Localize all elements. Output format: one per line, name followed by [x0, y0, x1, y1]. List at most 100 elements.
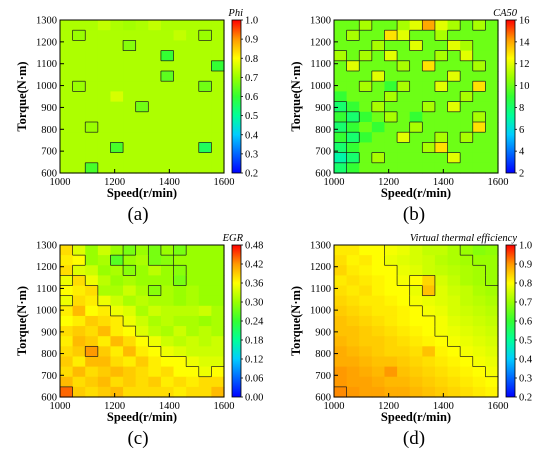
heatmap-cell — [485, 275, 499, 287]
heatmap-cell — [460, 326, 474, 337]
heatmap-cell — [173, 81, 187, 92]
heatmap-cell — [384, 111, 398, 123]
colorbar-tick-label: 1.0 — [245, 16, 258, 27]
heatmap-cell — [409, 30, 423, 41]
plot-frame — [59, 19, 225, 174]
heatmap-cell — [173, 50, 187, 62]
heatmap-cell — [186, 245, 200, 256]
heatmap-cell — [384, 376, 398, 388]
y-tick-label: 900 — [315, 103, 331, 114]
heatmap-cell — [211, 346, 225, 358]
heatmap-cell — [422, 336, 436, 347]
heatmap-cell — [384, 315, 398, 327]
heatmap-cell — [485, 111, 499, 123]
heatmap-cell — [148, 315, 162, 327]
x-tick-label: 1000 — [50, 177, 71, 188]
heatmap-cell — [384, 122, 398, 133]
heatmap-cell — [346, 265, 360, 276]
heatmap-cell — [397, 20, 411, 31]
heatmap-cell — [397, 386, 411, 398]
heatmap-cell — [346, 81, 360, 92]
heatmap-cell — [485, 50, 499, 62]
heatmap-cell — [148, 305, 162, 317]
heatmap-cell — [173, 132, 187, 143]
heatmap-cell — [397, 356, 411, 368]
x-tick-label: 1400 — [159, 401, 180, 412]
heatmap-cell — [359, 111, 373, 123]
heatmap-cell — [135, 315, 149, 327]
heatmap-cell — [198, 91, 212, 103]
y-tick-label: 1100 — [36, 59, 57, 70]
heatmap-cell — [186, 326, 200, 337]
heatmap-cell — [97, 346, 112, 358]
y-tick-label: 600 — [315, 393, 331, 404]
heatmap-cell — [409, 20, 423, 31]
heatmap-cell — [359, 336, 373, 347]
heatmap-cell — [359, 91, 373, 103]
heatmap-cell — [346, 20, 360, 31]
colorbar-title: EGR — [222, 233, 244, 244]
heatmap-cell — [422, 50, 436, 62]
colorbar-title: Virtual thermal efficiency — [410, 233, 517, 244]
heatmap-cell — [148, 285, 162, 297]
heatmap-cell — [434, 346, 449, 358]
heatmap-cell — [110, 30, 124, 41]
heatmap-cell — [384, 20, 398, 31]
chart-panel-0: 1000 1200 1400 1600 600 700 800 900 1000 1100 1200… — [15, 8, 259, 200]
panel-d-caption: (d) — [402, 428, 426, 449]
heatmap-cell — [135, 40, 149, 52]
contour-lines — [334, 245, 498, 397]
heatmap-cell — [409, 326, 423, 337]
heatmap-cell — [186, 275, 200, 287]
heatmap-cell — [384, 386, 398, 398]
heatmap-cell — [346, 315, 360, 327]
heatmap-cell — [186, 346, 200, 358]
heatmap-cell — [97, 376, 112, 388]
heatmap-cell — [85, 295, 99, 307]
heatmap-cell — [148, 255, 162, 266]
heatmap-cell — [359, 40, 373, 52]
y-tick-label: 700 — [315, 371, 331, 382]
heatmap-cell — [422, 326, 436, 337]
heatmap-cell — [422, 60, 436, 72]
chart-panel-2: 1000 1200 1400 1600 600 700 800 900 1000 1100 1200… — [15, 233, 264, 424]
heatmap-cell — [384, 162, 398, 174]
heatmap-cell — [447, 245, 461, 256]
heatmap-cell — [211, 152, 225, 164]
heatmap-cell — [409, 285, 423, 297]
x-tick-label: 1000 — [324, 401, 345, 412]
heatmap-cell — [60, 315, 74, 327]
x-tick-label: 1400 — [433, 177, 454, 188]
heatmap-cell — [485, 356, 499, 368]
heatmap-cell — [135, 142, 149, 154]
heatmap-cell — [60, 386, 74, 398]
heatmap-cell — [60, 285, 74, 297]
heatmap-cell — [123, 255, 137, 266]
heatmap-cell — [334, 50, 348, 62]
heatmap-cell — [186, 285, 200, 297]
heatmap-cell — [211, 305, 225, 317]
heatmap-cell — [460, 60, 474, 72]
heatmap-cell — [135, 265, 149, 276]
heatmap-cell — [85, 142, 99, 154]
heatmap-cell — [371, 356, 386, 368]
heatmap-cell — [472, 20, 486, 31]
x-axis-label: Speed(r/min) — [107, 186, 177, 200]
heatmap-cell — [72, 275, 86, 287]
heatmap-cell — [72, 376, 86, 388]
heatmap-cell — [359, 295, 373, 307]
heatmap-cell — [198, 142, 212, 154]
heatmap-cell — [422, 366, 436, 378]
heatmap-cell — [334, 245, 348, 256]
heatmap-cell — [346, 142, 360, 154]
heatmap-cell — [409, 101, 423, 113]
heatmap-cell — [472, 336, 486, 347]
heatmap-cell — [384, 255, 398, 266]
y-tick-label: 1300 — [310, 241, 331, 252]
colorbar-tick-label: 0.5 — [519, 336, 532, 347]
heatmap-cell — [460, 265, 474, 276]
y-tick-label: 1000 — [310, 306, 331, 317]
heatmap-cell — [409, 152, 423, 164]
heatmap-cell — [198, 255, 212, 266]
heatmap-cell — [173, 162, 187, 174]
